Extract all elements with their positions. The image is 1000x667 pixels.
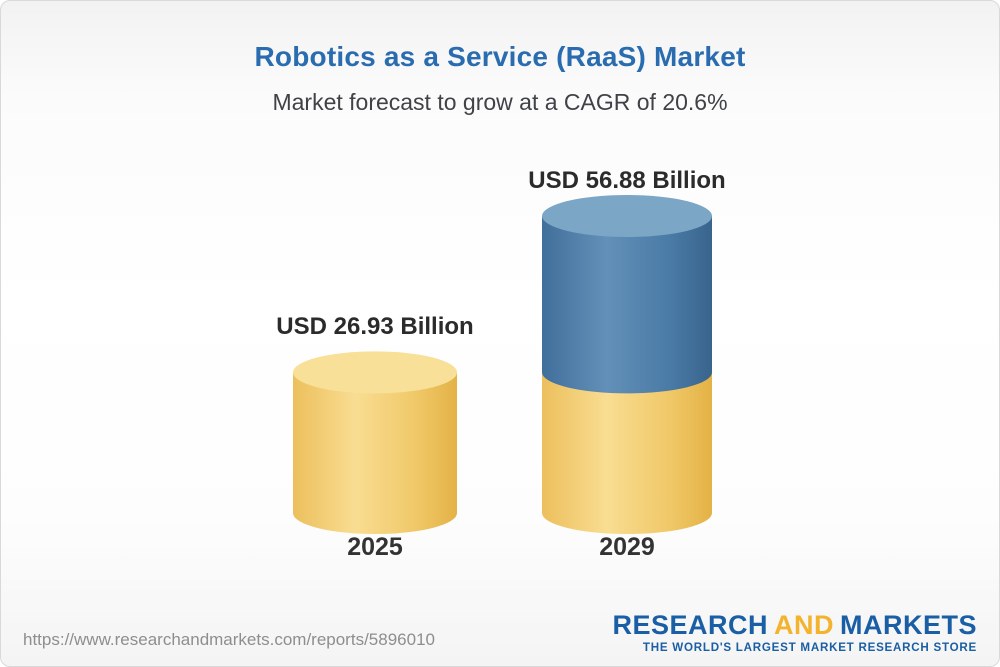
chart-subtitle: Market forecast to grow at a CAGR of 20.…	[272, 89, 728, 115]
researchandmarkets-logo: RESEARCH AND MARKETS THE WORLD'S LARGEST M…	[612, 609, 977, 654]
logo-tagline: THE WORLD'S LARGEST MARKET RESEARCH STOR…	[642, 641, 977, 654]
footer: https://www.researchandmarkets.com/repor…	[1, 609, 999, 654]
logo-word-and: AND	[774, 609, 834, 640]
logo-word-research: RESEARCH	[612, 609, 768, 640]
chart-title: Robotics as a Service (RaaS) Market	[254, 41, 746, 72]
value-label-2029: USD 56.88 Billion	[528, 167, 726, 194]
category-label-2029: 2029	[599, 533, 655, 561]
source-url[interactable]: https://www.researchandmarkets.com/repor…	[23, 630, 435, 649]
category-label-2025: 2025	[347, 533, 403, 561]
logo-word-markets: MARKETS	[840, 609, 977, 640]
value-label-2025: USD 26.93 Billion	[276, 313, 474, 340]
logo-wordmark: RESEARCH AND MARKETS	[612, 609, 977, 640]
